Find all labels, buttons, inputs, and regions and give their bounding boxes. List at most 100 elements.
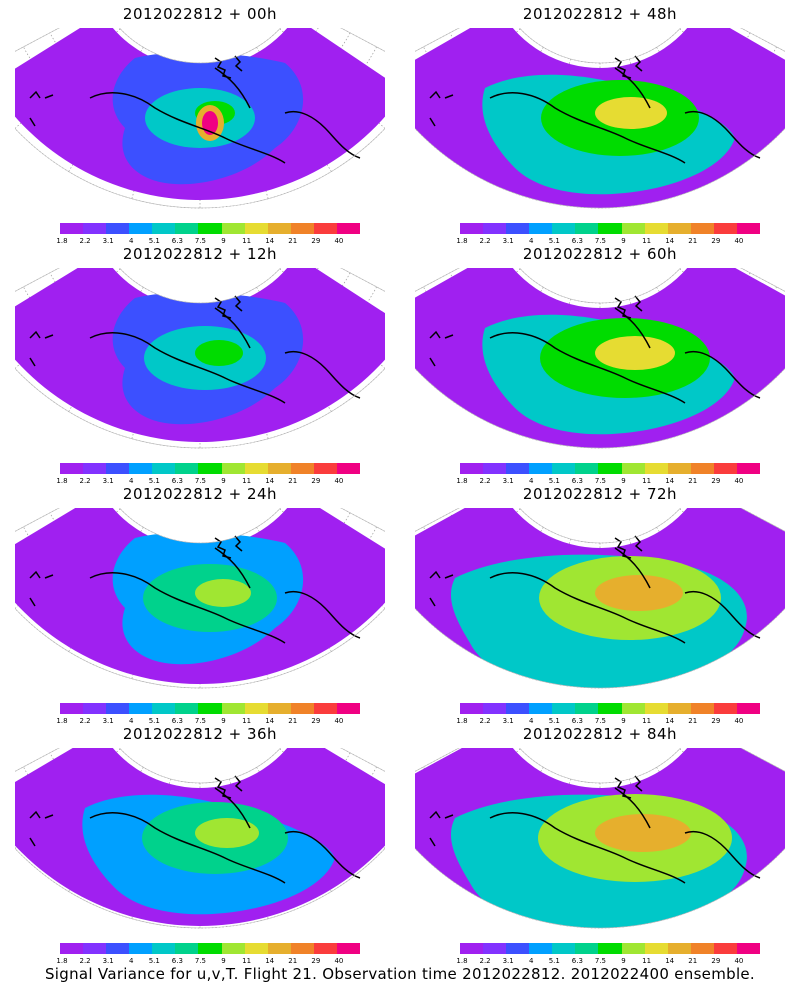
colorbar-swatch bbox=[60, 223, 84, 234]
colorbar-label: 6.3 bbox=[171, 957, 183, 965]
colorbar-label: 6.3 bbox=[171, 717, 183, 725]
colorbar-swatch bbox=[336, 223, 361, 234]
colorbar-swatch bbox=[598, 703, 622, 714]
panel-title: 2012022812 + 36h bbox=[122, 725, 278, 743]
coastline bbox=[429, 55, 761, 164]
colorbar-label: 2.2 bbox=[479, 477, 491, 485]
colorbar-swatch bbox=[575, 223, 599, 234]
variance-map bbox=[15, 508, 385, 689]
colorbar-swatch bbox=[60, 703, 84, 714]
colorbar-swatch bbox=[575, 943, 599, 954]
colorbar-swatch bbox=[506, 703, 530, 714]
colorbar-label: 21 bbox=[288, 237, 298, 245]
colorbar-labels: 1.8 2.2 3.1 4 5.1 6.3 7.5 9 11 14 21 29 40 bbox=[56, 477, 360, 487]
colorbar-label: 14 bbox=[265, 717, 275, 725]
colorbar-swatch bbox=[529, 463, 553, 474]
colorbar-swatch bbox=[175, 463, 199, 474]
variance-field bbox=[15, 508, 385, 684]
variance-map bbox=[15, 268, 385, 449]
variance-map bbox=[15, 748, 385, 929]
colorbar-label: 6.3 bbox=[571, 477, 583, 485]
colorbar-swatch bbox=[667, 943, 691, 954]
colorbar-label: 7.5 bbox=[194, 717, 207, 725]
colorbar-label: 29 bbox=[711, 237, 721, 245]
coastline bbox=[29, 295, 361, 404]
colorbar-label: 7.5 bbox=[194, 237, 207, 245]
colorbar-label: 2.2 bbox=[479, 717, 491, 725]
colorbar-swatch bbox=[152, 223, 176, 234]
colorbar-swatch bbox=[621, 943, 645, 954]
colorbar-label: 4 bbox=[528, 717, 534, 725]
colorbar-label: 14 bbox=[265, 237, 275, 245]
panel-title: 2012022812 + 72h bbox=[522, 485, 678, 503]
colorbar-swatch bbox=[713, 943, 737, 954]
colorbar-label: 5.1 bbox=[148, 477, 160, 485]
colorbar-label: 29 bbox=[311, 717, 321, 725]
colorbar-label: 1.8 bbox=[56, 477, 68, 485]
colorbar-label: 1.8 bbox=[456, 237, 468, 245]
colorbar-swatch bbox=[290, 223, 314, 234]
panel-title: 2012022812 + 12h bbox=[122, 245, 278, 263]
variance-field bbox=[15, 268, 385, 442]
colorbar-label: 1.8 bbox=[56, 717, 68, 725]
colorbar-swatch bbox=[221, 943, 245, 954]
colorbar-swatch bbox=[713, 463, 737, 474]
colorbar-label: 40 bbox=[734, 477, 744, 485]
colorbar-label: 40 bbox=[734, 957, 744, 965]
variance-field bbox=[415, 748, 785, 929]
colorbar-swatch bbox=[267, 463, 291, 474]
colorbar-label: 2.2 bbox=[479, 237, 491, 245]
colorbar-label: 5.1 bbox=[148, 957, 160, 965]
colorbar-swatch bbox=[106, 703, 130, 714]
colorbar-swatch bbox=[644, 223, 668, 234]
colorbar-swatch bbox=[152, 703, 176, 714]
colorbar-label: 40 bbox=[734, 237, 744, 245]
colorbar-swatch bbox=[690, 703, 714, 714]
colorbar-label: 14 bbox=[665, 717, 675, 725]
colorbar-swatch bbox=[336, 463, 361, 474]
colorbar-swatch bbox=[198, 223, 222, 234]
coastline bbox=[429, 535, 761, 644]
colorbar-label: 1.8 bbox=[456, 957, 468, 965]
colorbar-swatch bbox=[621, 223, 645, 234]
forecast-panel: 2012022812 + 60h 1.8 2.2 3.1 4 5.1 6.3 7.5 9 11 14… bbox=[400, 240, 800, 485]
colorbar-swatch bbox=[690, 223, 714, 234]
colorbar-label: 5.1 bbox=[548, 957, 560, 965]
colorbar-swatch bbox=[129, 463, 153, 474]
colorbar-swatch bbox=[129, 223, 153, 234]
colorbar-swatch bbox=[483, 463, 507, 474]
colorbar-swatch bbox=[598, 223, 622, 234]
colorbar-swatch bbox=[336, 943, 361, 954]
colorbar-swatch bbox=[221, 463, 245, 474]
variance-field bbox=[415, 508, 785, 689]
colorbar-label: 4 bbox=[128, 237, 134, 245]
colorbar-label: 3.1 bbox=[502, 237, 514, 245]
colorbar bbox=[60, 463, 361, 474]
colorbar-label: 11 bbox=[642, 237, 652, 245]
colorbar-label: 7.5 bbox=[194, 957, 207, 965]
colorbar-swatch bbox=[313, 463, 337, 474]
colorbar-label: 3.1 bbox=[102, 237, 114, 245]
forecast-panel: 2012022812 + 12h 1.8 2.2 3.1 4 5.1 6.3 7.5 9 11 14… bbox=[0, 240, 400, 485]
colorbar-swatch bbox=[690, 463, 714, 474]
colorbar-swatch bbox=[621, 463, 645, 474]
colorbar-swatch bbox=[552, 703, 576, 714]
colorbar-swatch bbox=[175, 223, 199, 234]
colorbar-swatch bbox=[529, 703, 553, 714]
colorbar-swatch bbox=[460, 223, 484, 234]
colorbar-label: 6.3 bbox=[571, 237, 583, 245]
colorbar-swatch bbox=[152, 463, 176, 474]
colorbar-label: 1.8 bbox=[56, 237, 68, 245]
colorbar-swatch bbox=[483, 223, 507, 234]
colorbar-label: 1.8 bbox=[456, 717, 468, 725]
colorbar-label: 21 bbox=[688, 237, 698, 245]
colorbar-swatch bbox=[667, 223, 691, 234]
colorbar-swatch bbox=[460, 463, 484, 474]
colorbar-swatch bbox=[736, 703, 761, 714]
colorbar-label: 21 bbox=[288, 717, 298, 725]
colorbar bbox=[460, 463, 761, 474]
colorbar-swatch bbox=[83, 463, 107, 474]
colorbar-label: 11 bbox=[242, 237, 252, 245]
panel-title: 2012022812 + 60h bbox=[522, 245, 678, 263]
colorbar-swatch bbox=[598, 943, 622, 954]
